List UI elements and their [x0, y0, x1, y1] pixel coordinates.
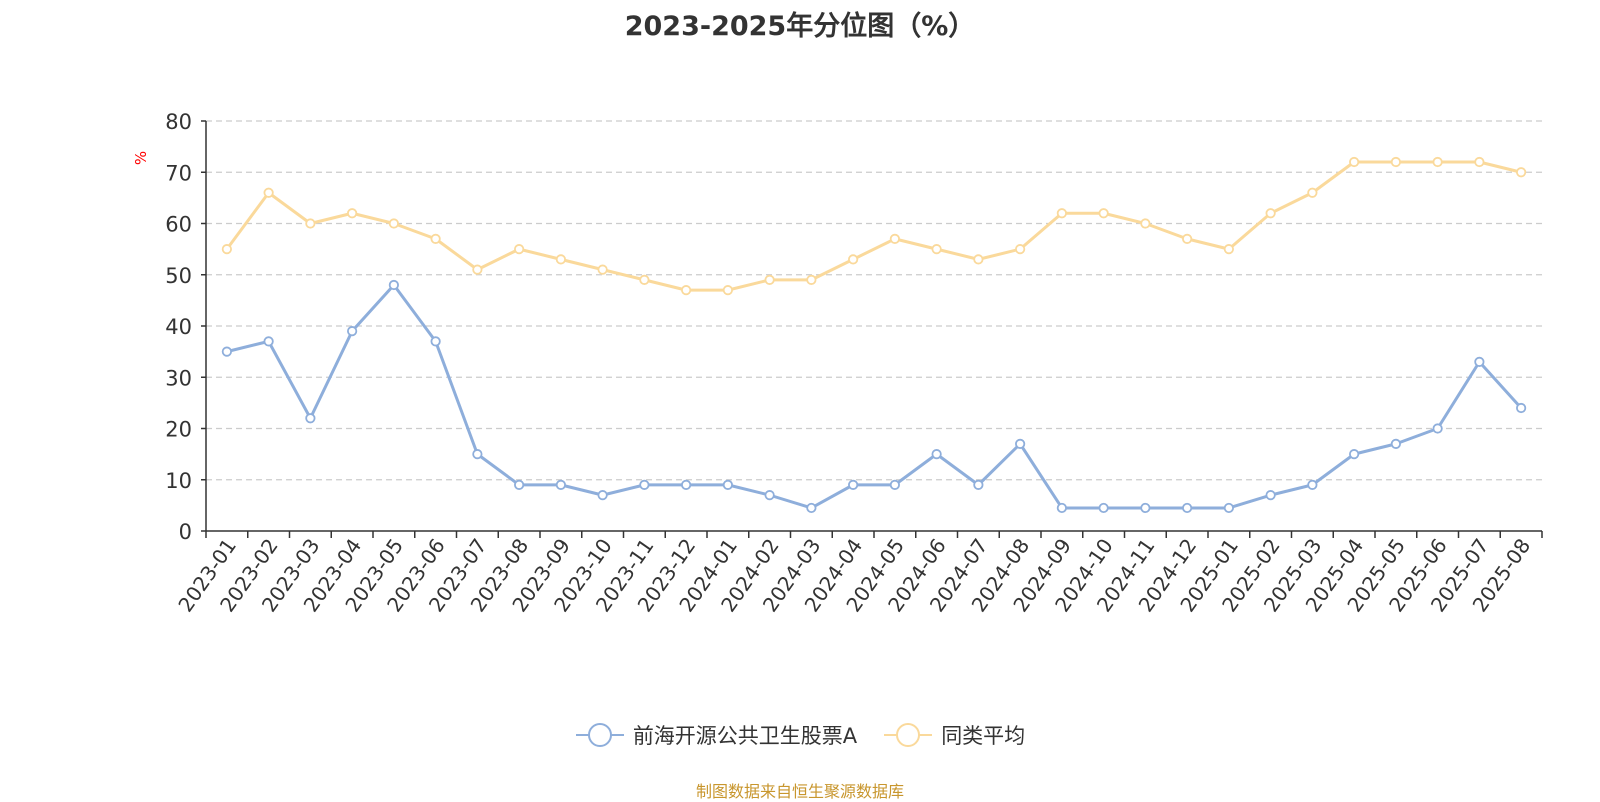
data-point: [1182, 502, 1193, 514]
y-tick-label: 0: [179, 520, 192, 544]
data-point: [764, 490, 775, 501]
data-point: [514, 479, 525, 490]
data-point: [430, 233, 441, 244]
data-point: [430, 336, 441, 347]
data-point: [1349, 156, 1360, 168]
data-point: [1056, 502, 1067, 514]
data-point: [347, 326, 358, 337]
legend-item[interactable]: 同类平均: [883, 720, 1025, 750]
data-point: [305, 413, 316, 424]
gridlines: [206, 120, 1542, 481]
data-point: [639, 479, 650, 490]
data-point: [722, 285, 733, 296]
data-point: [848, 479, 859, 490]
data-point: [931, 244, 942, 255]
source-note: 制图数据来自恒生聚源数据库: [695, 782, 904, 801]
data-point: [889, 233, 900, 244]
data-point: [806, 274, 817, 285]
y-tick-label: 30: [165, 366, 192, 390]
data-point: [1390, 438, 1401, 449]
data-point: [764, 274, 775, 285]
y-tick-label: 10: [165, 469, 192, 493]
data-point: [347, 208, 358, 219]
legend-label: 前海开源公共卫生股票A: [632, 724, 858, 748]
legend-marker-icon: [575, 723, 624, 747]
data-point: [1390, 156, 1401, 168]
legend: 前海开源公共卫生股票A 同类平均: [0, 720, 1600, 750]
data-point: [973, 254, 984, 265]
data-point: [1474, 156, 1485, 168]
data-point: [1098, 502, 1109, 514]
series-line: [225, 160, 1522, 292]
series-line: [226, 283, 1523, 510]
series-lines: [221, 156, 1527, 514]
data-point: [1307, 479, 1318, 490]
data-point: [1474, 356, 1485, 367]
y-tick-label: 80: [165, 110, 192, 134]
data-point: [806, 502, 817, 514]
data-point: [221, 346, 232, 357]
data-point: [1140, 218, 1151, 229]
data-point: [1432, 156, 1443, 168]
data-point: [1307, 187, 1318, 198]
legend-marker-circle: [587, 723, 612, 747]
chart-title: 2023-2025年分位图（%）: [624, 11, 976, 42]
data-point: [555, 479, 566, 490]
data-point: [597, 490, 608, 501]
y-tick-label: 50: [165, 264, 192, 288]
y-tick-label: 20: [165, 418, 192, 442]
data-point: [1223, 502, 1234, 514]
y-tick-label: 40: [165, 315, 192, 339]
data-point: [722, 479, 733, 490]
data-point: [472, 449, 483, 460]
data-point: [221, 244, 232, 255]
data-point: [889, 479, 900, 490]
data-point: [1223, 244, 1234, 255]
data-point: [263, 187, 274, 198]
data-point: [1056, 208, 1067, 219]
legend-marker-icon: [884, 723, 933, 747]
data-point: [1432, 423, 1443, 434]
data-point: [514, 244, 525, 255]
series-1: [221, 279, 1527, 514]
data-point: [1182, 233, 1193, 244]
data-point: [639, 274, 650, 285]
data-point: [681, 285, 692, 296]
data-point: [931, 449, 942, 460]
data-point: [597, 264, 608, 275]
data-point: [1265, 490, 1276, 501]
y-tick-label: 70: [165, 161, 192, 185]
legend-item[interactable]: 前海开源公共卫生股票A: [575, 720, 857, 750]
data-point: [388, 218, 399, 229]
data-point: [305, 218, 316, 229]
y-axis-unit-label: %: [132, 151, 150, 165]
data-point: [1015, 244, 1026, 255]
series-2: [221, 156, 1527, 296]
data-point: [1516, 167, 1527, 178]
data-point: [681, 479, 692, 490]
y-tick-label: 60: [165, 213, 192, 237]
data-point: [1015, 438, 1026, 449]
legend-label: 同类平均: [941, 724, 1026, 748]
axes: 010203040506070802023-012023-022023-0320…: [165, 110, 1543, 616]
data-point: [555, 254, 566, 265]
legend-marker-circle: [896, 723, 921, 747]
data-point: [388, 279, 399, 291]
data-point: [1098, 208, 1109, 219]
data-point: [1140, 502, 1151, 514]
data-point: [472, 264, 483, 275]
data-point: [263, 336, 274, 347]
data-point: [1349, 449, 1360, 460]
data-point: [1516, 402, 1527, 414]
data-point: [1265, 208, 1276, 219]
data-point: [973, 479, 984, 490]
data-point: [848, 254, 859, 265]
